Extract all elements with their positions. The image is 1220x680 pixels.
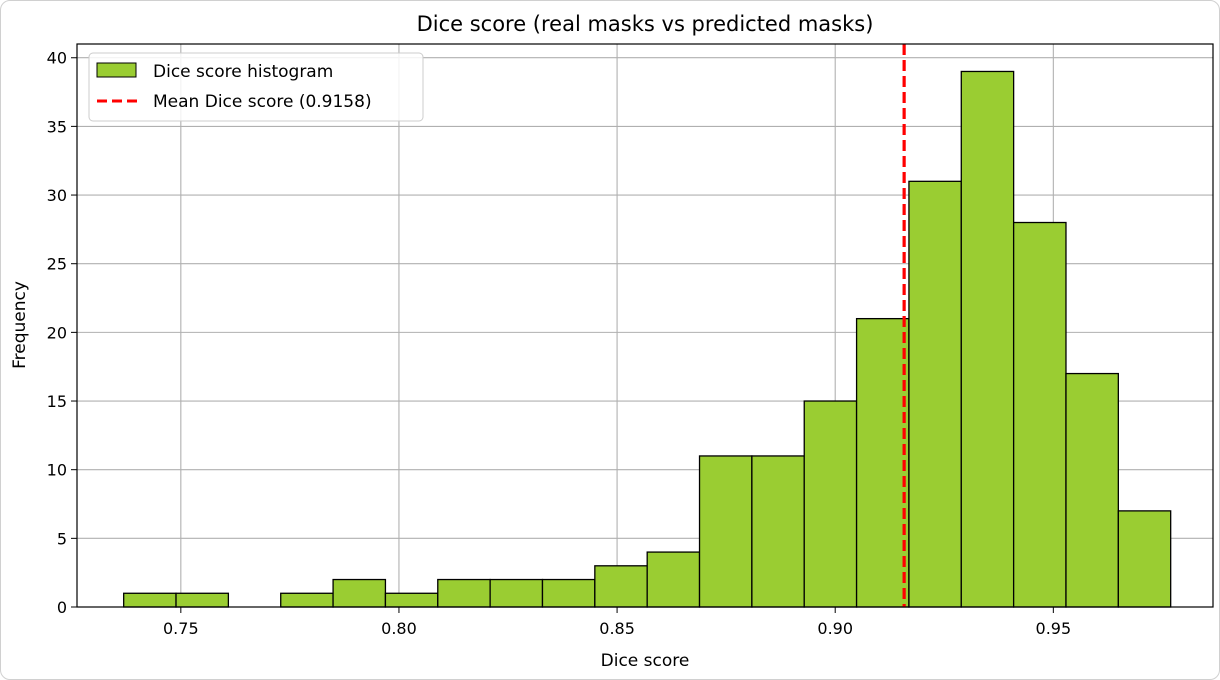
histogram-bar (698, 455, 753, 608)
histogram-bar (751, 455, 805, 608)
x-tick-label: 0.85 (599, 619, 635, 638)
histogram-bar (332, 578, 387, 608)
histogram-bar (489, 578, 544, 608)
legend-label-histogram: Dice score histogram (153, 62, 333, 82)
histogram-bar (855, 317, 910, 608)
histogram-bar (280, 592, 334, 608)
histogram-bar (1117, 510, 1172, 608)
legend-label-mean-line: Mean Dice score (0.9158) (153, 92, 372, 112)
y-tick-label: 0 (57, 598, 67, 617)
y-axis-ticks: 0 5 10 15 20 25 30 35 40 (47, 49, 77, 617)
legend-box (88, 52, 424, 122)
histogram-bar (960, 70, 1015, 608)
x-axis-ticks: 0.75 0.80 0.85 0.90 0.95 (163, 607, 1071, 638)
histogram-bar (541, 578, 596, 608)
x-tick-label: 0.95 (1036, 619, 1072, 638)
y-tick-label: 35 (47, 117, 67, 136)
y-tick-label: 30 (47, 186, 67, 205)
histogram-bar (594, 565, 648, 608)
histogram-bar (123, 592, 177, 608)
histogram-bar (908, 180, 962, 608)
histogram-bar (1012, 221, 1067, 608)
x-tick-label: 0.80 (381, 619, 417, 638)
y-tick-label: 5 (57, 529, 67, 548)
chart-title: Dice score (real masks vs predicted mask… (417, 12, 874, 36)
legend-swatch-histogram (96, 62, 137, 78)
legend: Dice score histogram Mean Dice score (0.… (88, 52, 424, 122)
histogram-bar (803, 400, 858, 608)
histogram-bar (175, 592, 230, 608)
histogram-bar (1065, 372, 1119, 608)
histogram-bar (437, 578, 491, 608)
y-tick-label: 25 (47, 255, 67, 274)
y-axis-label: Frequency (10, 281, 30, 369)
y-tick-label: 10 (47, 461, 67, 480)
plot-border (76, 43, 1214, 608)
y-tick-label: 40 (47, 49, 67, 68)
histogram-bars (123, 70, 1172, 608)
histogram-bar (646, 551, 701, 608)
x-axis-label: Dice score (601, 651, 690, 671)
y-tick-label: 15 (47, 392, 67, 411)
histogram-bar (384, 592, 439, 608)
x-tick-label: 0.90 (817, 619, 853, 638)
x-tick-label: 0.75 (163, 619, 199, 638)
y-tick-label: 20 (47, 323, 67, 342)
